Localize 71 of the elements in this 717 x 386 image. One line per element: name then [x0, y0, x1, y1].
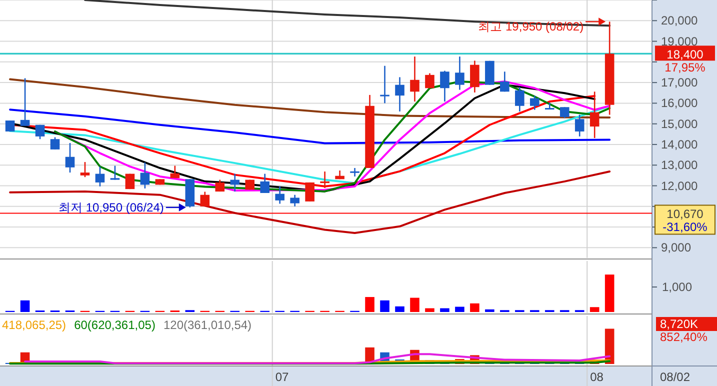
candlestick [230, 173, 240, 192]
bar [590, 307, 600, 312]
bar [380, 300, 390, 312]
y-tick-label: 13,000 [661, 158, 698, 172]
text: 17,95% [664, 60, 706, 75]
line-series [9, 170, 611, 234]
candlestick [530, 95, 540, 110]
annotation: 120(361,010,54) [163, 318, 252, 332]
y-tick-label: 19,000 [661, 34, 698, 48]
candlestick [65, 142, 75, 174]
candlestick [320, 170, 330, 189]
y-tick-label: 16,000 [661, 96, 698, 110]
candlestick [425, 72, 434, 89]
candlestick [574, 114, 584, 138]
candlestick [35, 124, 45, 140]
candlestick [350, 167, 360, 178]
candlestick [560, 106, 570, 119]
candlestick [305, 182, 314, 202]
candlestick [260, 173, 270, 194]
bar [455, 306, 464, 312]
ref-line-label: 18,400 [666, 48, 704, 62]
candlestick [500, 70, 510, 92]
x-tick-label: 08 [590, 370, 604, 384]
y-tick-label: 12,000 [661, 178, 698, 193]
y-tick-label: 15,000 [661, 116, 698, 131]
candlestick [200, 191, 210, 208]
bar [425, 308, 434, 312]
text: 8,720K [660, 317, 698, 331]
candlestick [50, 136, 60, 150]
candlestick [590, 90, 600, 139]
candlestick [80, 161, 90, 178]
text: 852,40% [660, 330, 708, 344]
bar [440, 308, 450, 312]
candlestick [395, 76, 404, 112]
candlestick [110, 165, 120, 180]
candlestick [440, 70, 450, 102]
bar [395, 306, 404, 312]
text: -31,60% [662, 220, 708, 234]
candlestick [485, 60, 494, 86]
y-tick-label: 20,000 [661, 14, 698, 28]
candlestick [455, 56, 464, 90]
text: 1,000 [662, 280, 692, 294]
bar [365, 297, 374, 312]
candlestick [515, 86, 524, 112]
candlestick [544, 102, 554, 110]
bar [470, 303, 480, 312]
y-tick-label: 17,000 [661, 76, 698, 90]
candlestick [95, 166, 105, 188]
candlestick [170, 165, 180, 179]
candlestick [5, 120, 15, 132]
annotation: 최저 10,950 (06/24) [58, 200, 164, 214]
candlestick [290, 194, 300, 208]
y-tick-label: 9,000 [661, 240, 692, 255]
candlestick [140, 162, 150, 190]
candlestick [275, 186, 284, 204]
candlestick [470, 60, 480, 94]
bar [604, 274, 614, 312]
text: 418,065,25) [2, 318, 66, 332]
candlestick [380, 65, 390, 104]
text: 08/02 [660, 370, 690, 384]
bar [20, 300, 30, 312]
line-series [9, 108, 611, 144]
ref-line-label: 10,670 [666, 207, 704, 222]
x-tick-label: 07 [275, 370, 290, 384]
y-tick-label: 14,000 [661, 137, 698, 152]
bar [410, 298, 420, 312]
bar [485, 309, 494, 312]
candlestick [20, 78, 30, 127]
candlestick [410, 56, 420, 102]
line-series [9, 78, 611, 118]
text: 60(620,361,05) [74, 318, 156, 332]
